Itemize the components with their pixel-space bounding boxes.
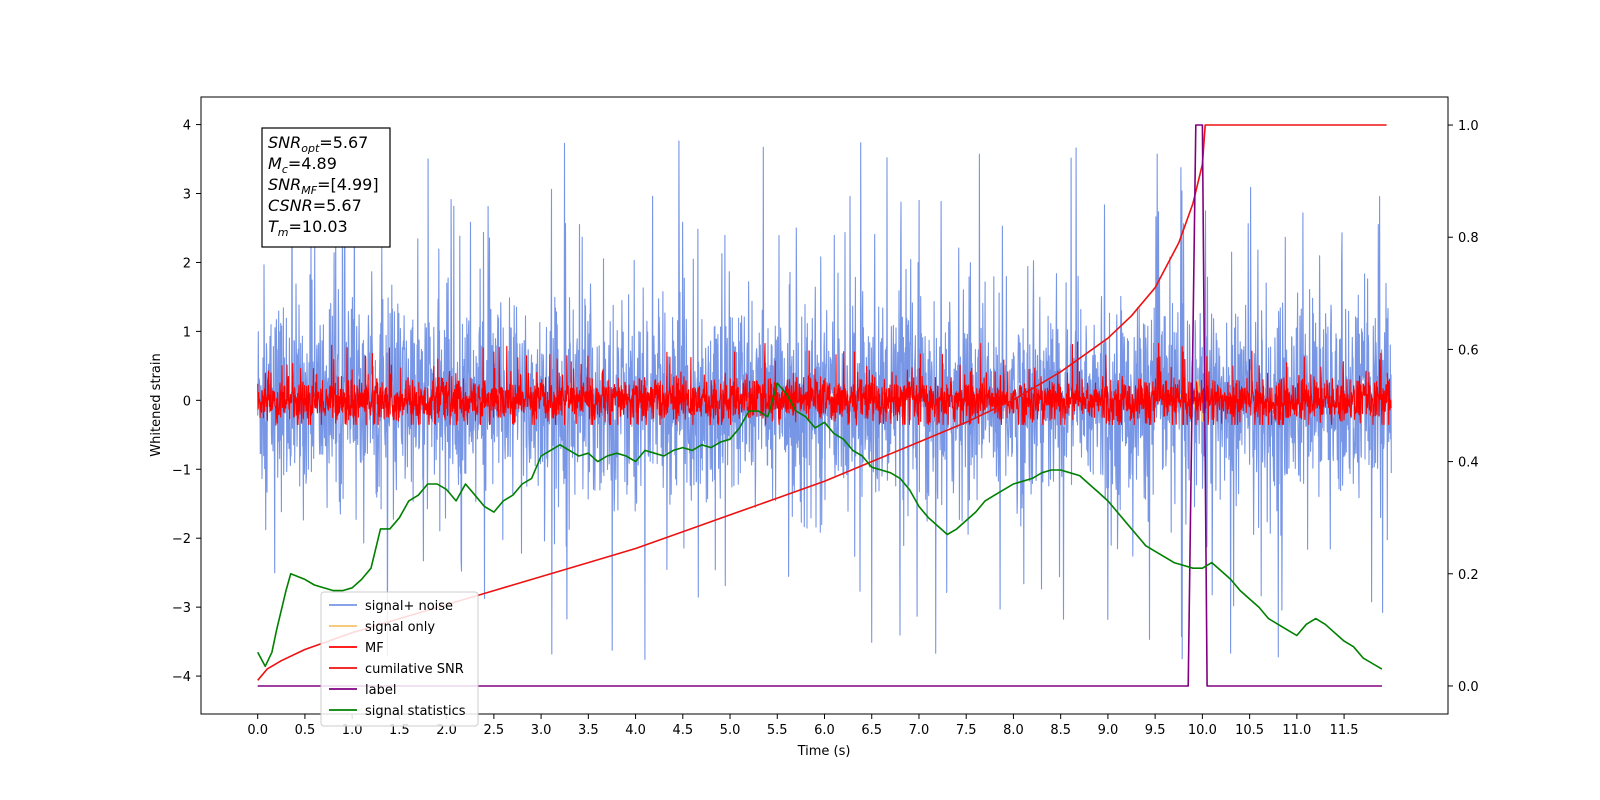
x-tick-label: 6.5 bbox=[861, 723, 882, 738]
x-tick-label: 3.0 bbox=[531, 723, 552, 738]
x-tick-label: 5.0 bbox=[720, 723, 741, 738]
legend-entry: signal only bbox=[365, 620, 435, 635]
x-tick-label: 1.5 bbox=[389, 723, 410, 738]
x-tick-label: 1.0 bbox=[342, 723, 363, 738]
x-tick-label: 6.0 bbox=[814, 723, 835, 738]
y-axis-label: Whitened strain bbox=[149, 353, 164, 456]
x-tick-label: 7.5 bbox=[956, 723, 977, 738]
y2-tick-label: 0.4 bbox=[1458, 456, 1479, 471]
info-line: SNRopt=5.67 bbox=[268, 133, 368, 155]
x-axis-label: Time (s) bbox=[797, 744, 851, 759]
x-tick-label: 4.5 bbox=[672, 723, 693, 738]
legend-entry: cumilative SNR bbox=[365, 662, 464, 677]
y-tick-label: 4 bbox=[183, 119, 191, 134]
info-box-frame bbox=[261, 127, 391, 248]
series-line-signal-statistics bbox=[256, 382, 1383, 670]
y2-tick-label: 0.0 bbox=[1458, 680, 1479, 695]
y-tick-label: 1 bbox=[183, 325, 191, 340]
x-tick-label: 9.0 bbox=[1098, 723, 1119, 738]
x-tick-label: 11.0 bbox=[1282, 723, 1311, 738]
x-tick-label: 3.5 bbox=[578, 723, 599, 738]
y2-tick-label: 0.8 bbox=[1458, 231, 1479, 246]
info-line: Mc=4.89 bbox=[268, 154, 337, 176]
legend-entry: signal statistics bbox=[365, 704, 466, 719]
y-tick-label: −1 bbox=[172, 463, 191, 478]
y-tick-label: −4 bbox=[172, 670, 191, 685]
x-tick-label: 8.5 bbox=[1050, 723, 1071, 738]
x-tick-label: 0.5 bbox=[295, 723, 316, 738]
x-tick-label: 5.5 bbox=[767, 723, 788, 738]
series-line-mf bbox=[257, 341, 1392, 426]
x-tick-label: 8.0 bbox=[1003, 723, 1024, 738]
y2-tick-label: 0.2 bbox=[1458, 568, 1479, 583]
x-tick-label: 10.0 bbox=[1188, 723, 1217, 738]
y-tick-label: −2 bbox=[172, 532, 191, 547]
y-tick-label: 0 bbox=[183, 394, 191, 409]
legend: signal+ noise signal only MF cumilative SNR… bbox=[320, 591, 479, 727]
y2-tick-label: 1.0 bbox=[1458, 119, 1479, 134]
legend-entry: label bbox=[365, 683, 396, 698]
legend-entry: MF bbox=[365, 641, 384, 656]
x-tick-label: 7.0 bbox=[909, 723, 930, 738]
info-line: SNRMF=[4.99] bbox=[268, 175, 379, 197]
y2-tick-label: 0.6 bbox=[1458, 343, 1479, 358]
legend-entry: signal+ noise bbox=[365, 599, 453, 614]
info-line: CSNR=5.67 bbox=[268, 196, 362, 215]
x-tick-label: 10.5 bbox=[1235, 723, 1264, 738]
x-tick-label: 11.5 bbox=[1330, 723, 1359, 738]
y-tick-label: 2 bbox=[183, 256, 191, 271]
x-tick-label: 4.0 bbox=[625, 723, 646, 738]
y-tick-label: −3 bbox=[172, 601, 191, 616]
info-line: Tm=10.03 bbox=[268, 217, 348, 239]
legend-frame bbox=[320, 591, 479, 727]
x-tick-label: 2.5 bbox=[484, 723, 505, 738]
x-tick-label: 2.0 bbox=[436, 723, 457, 738]
x-tick-label: 0.0 bbox=[247, 723, 268, 738]
y-tick-label: 3 bbox=[183, 188, 191, 203]
series-line-label bbox=[257, 124, 1382, 687]
x-tick-label: 9.5 bbox=[1145, 723, 1166, 738]
